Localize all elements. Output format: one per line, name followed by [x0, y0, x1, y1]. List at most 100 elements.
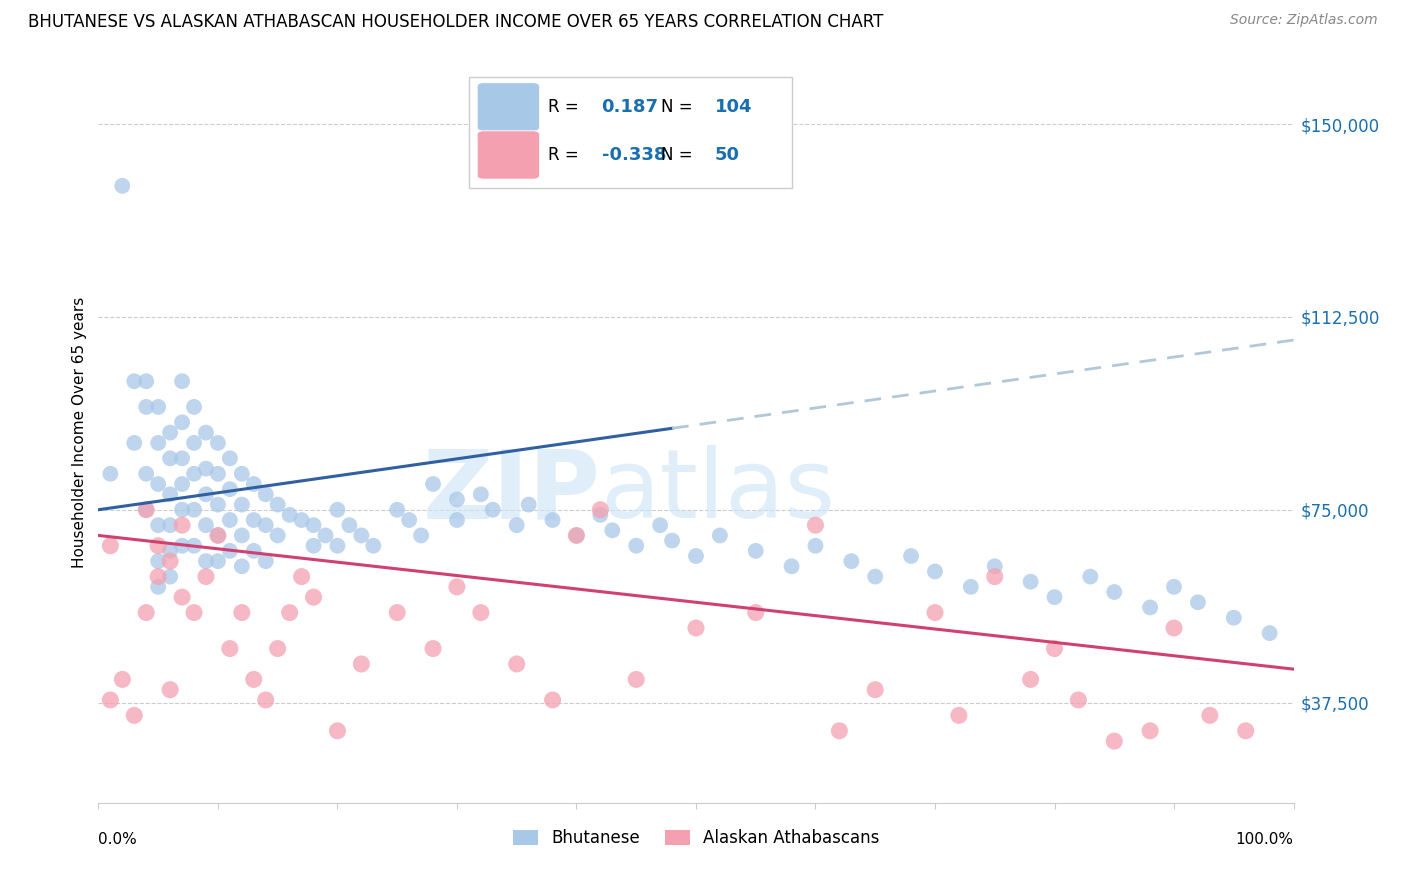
Point [589, 502, 612, 516]
Point [924, 565, 946, 579]
Point [411, 528, 433, 542]
Point [865, 682, 887, 697]
Text: R =: R = [548, 98, 583, 116]
Point [207, 467, 229, 481]
Point [470, 487, 492, 501]
Point [124, 374, 146, 388]
Point [183, 467, 205, 481]
Point [111, 178, 134, 193]
Point [1258, 626, 1281, 640]
Point [385, 502, 409, 516]
Point [804, 518, 827, 533]
Point [302, 518, 325, 533]
Text: N =: N = [661, 98, 699, 116]
Point [243, 544, 266, 558]
Point [231, 606, 253, 620]
Point [589, 508, 612, 522]
Point [159, 544, 181, 558]
Point [135, 374, 157, 388]
Point [745, 544, 768, 558]
Point [865, 569, 887, 583]
Point [626, 539, 648, 553]
Point [159, 487, 181, 501]
Point [984, 559, 1007, 574]
Point [172, 477, 194, 491]
Point [135, 606, 157, 620]
Point [159, 569, 181, 583]
Point [648, 518, 672, 533]
Point [315, 528, 337, 542]
Point [219, 544, 242, 558]
Point [159, 554, 181, 568]
Point [243, 673, 266, 687]
Point [267, 498, 290, 512]
Point [254, 554, 277, 568]
Point [350, 528, 373, 542]
Point [1043, 641, 1066, 656]
Point [124, 436, 146, 450]
Point [267, 641, 290, 656]
Point [172, 518, 194, 533]
Text: atlas: atlas [600, 445, 835, 539]
Point [98, 539, 122, 553]
Point [900, 549, 922, 563]
Point [159, 451, 181, 466]
Text: 0.0%: 0.0% [98, 832, 138, 847]
Point [135, 502, 157, 516]
FancyBboxPatch shape [477, 83, 540, 131]
Point [183, 436, 205, 450]
Point [195, 569, 218, 583]
Point [1019, 673, 1042, 687]
Point [183, 400, 205, 414]
Point [172, 502, 194, 516]
Text: 104: 104 [716, 98, 752, 116]
FancyBboxPatch shape [470, 78, 792, 188]
Text: 100.0%: 100.0% [1236, 832, 1294, 847]
Y-axis label: Householder Income Over 65 years: Householder Income Over 65 years [72, 297, 87, 568]
Point [135, 400, 157, 414]
Point [195, 487, 218, 501]
Point [422, 477, 444, 491]
Point [148, 477, 170, 491]
Text: 50: 50 [716, 146, 740, 164]
Point [254, 518, 277, 533]
Point [626, 673, 648, 687]
Point [195, 425, 218, 440]
Point [517, 498, 540, 512]
Point [1163, 621, 1185, 635]
Point [422, 641, 444, 656]
Point [326, 502, 349, 516]
Point [1199, 708, 1222, 723]
Point [745, 606, 768, 620]
Point [1104, 734, 1126, 748]
Point [398, 513, 420, 527]
Point [172, 415, 194, 429]
Point [1187, 595, 1209, 609]
Point [159, 425, 181, 440]
Point [278, 606, 301, 620]
Point [172, 590, 194, 604]
Point [148, 580, 170, 594]
Text: 0.187: 0.187 [602, 98, 658, 116]
Point [506, 518, 529, 533]
Point [780, 559, 803, 574]
Point [446, 492, 468, 507]
Point [1104, 585, 1126, 599]
Text: BHUTANESE VS ALASKAN ATHABASCAN HOUSEHOLDER INCOME OVER 65 YEARS CORRELATION CHA: BHUTANESE VS ALASKAN ATHABASCAN HOUSEHOL… [28, 13, 883, 31]
Point [243, 513, 266, 527]
Point [219, 641, 242, 656]
Point [709, 528, 731, 542]
Point [1163, 580, 1185, 594]
Point [148, 539, 170, 553]
Text: N =: N = [661, 146, 699, 164]
Point [565, 528, 588, 542]
Point [219, 451, 242, 466]
Point [207, 436, 229, 450]
Point [1019, 574, 1042, 589]
Point [231, 528, 253, 542]
Point [565, 528, 588, 542]
Point [924, 606, 946, 620]
Point [350, 657, 373, 671]
Text: R =: R = [548, 146, 583, 164]
Point [602, 524, 624, 538]
